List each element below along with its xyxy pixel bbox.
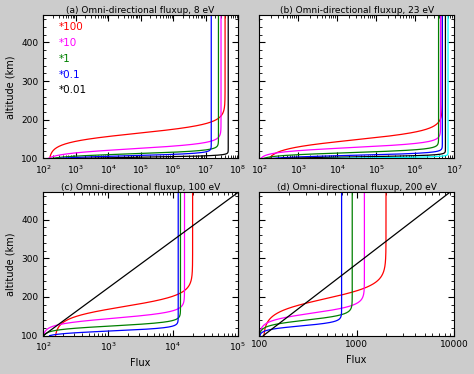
Title: (a) Omni-directional fluxup, 8 eV: (a) Omni-directional fluxup, 8 eV	[66, 6, 215, 15]
Title: (b) Omni-directional fluxup, 23 eV: (b) Omni-directional fluxup, 23 eV	[280, 6, 434, 15]
Y-axis label: altitude (km): altitude (km)	[6, 232, 16, 296]
X-axis label: Flux: Flux	[346, 355, 367, 365]
X-axis label: Flux: Flux	[130, 358, 151, 368]
Text: *10: *10	[59, 38, 77, 48]
Y-axis label: altitude (km): altitude (km)	[6, 55, 16, 119]
Text: *1: *1	[59, 54, 71, 64]
Text: *0.1: *0.1	[59, 70, 81, 80]
Text: *100: *100	[59, 22, 83, 33]
Text: *0.01: *0.01	[59, 86, 87, 95]
Title: (c) Omni-directional fluxup, 100 eV: (c) Omni-directional fluxup, 100 eV	[61, 183, 220, 192]
Title: (d) Omni-directional fluxup, 200 eV: (d) Omni-directional fluxup, 200 eV	[277, 183, 437, 192]
